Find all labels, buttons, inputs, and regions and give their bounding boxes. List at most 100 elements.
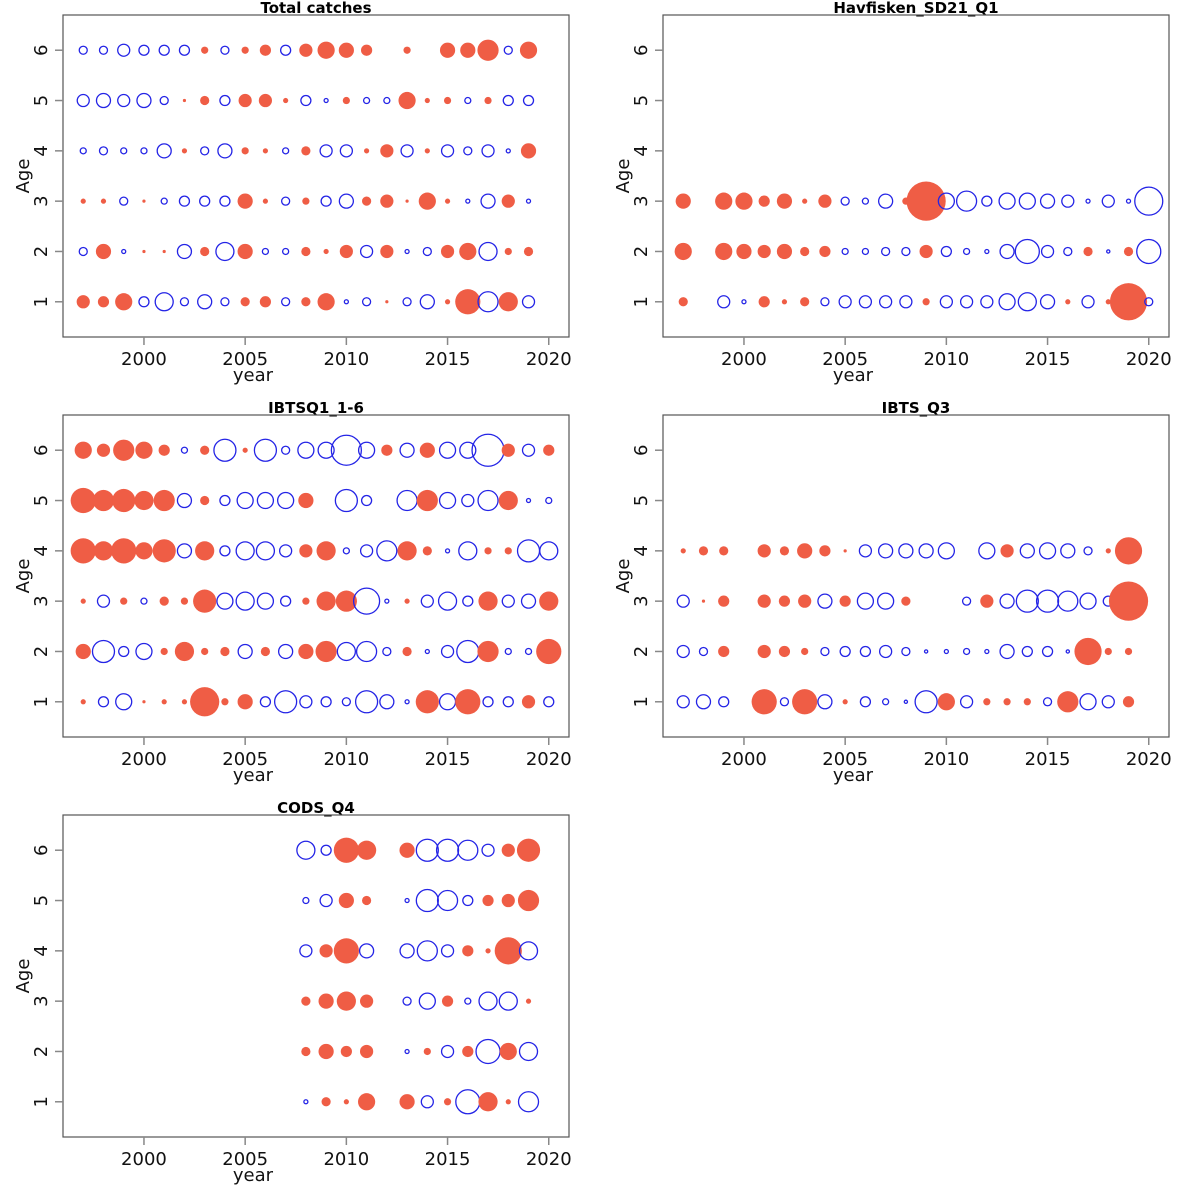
bubble-positive	[718, 645, 730, 658]
bubble-negative	[880, 246, 891, 257]
bubble-negative	[817, 593, 833, 609]
bubble-positive	[162, 249, 166, 254]
bubble-positive	[342, 96, 350, 105]
bubble-negative	[877, 543, 894, 559]
bubble-negative	[420, 594, 434, 608]
bubble-positive	[424, 97, 430, 104]
x-tick-label: 2005	[222, 349, 268, 370]
bubble-positive	[362, 196, 372, 206]
bubble-negative	[475, 1038, 501, 1065]
bubble-negative	[717, 295, 731, 309]
bubble-negative	[343, 299, 350, 305]
bubble-negative	[462, 595, 474, 607]
bubble-positive	[70, 487, 96, 514]
bubble-negative	[898, 543, 914, 559]
bubble-positive	[237, 243, 253, 260]
bubble-positive	[405, 199, 409, 203]
bubble-positive	[418, 192, 436, 210]
bubble-positive	[301, 146, 311, 156]
bubble-negative	[444, 548, 451, 554]
bubble-positive	[460, 42, 476, 58]
bubble-positive	[443, 1098, 452, 1106]
bubble-positive	[698, 546, 709, 556]
bubble-negative	[382, 646, 392, 657]
bubble-negative	[399, 442, 415, 458]
bubble-positive	[419, 442, 435, 458]
bubble-positive	[504, 247, 512, 256]
bubble-negative	[220, 297, 230, 307]
bubble-negative	[319, 144, 333, 158]
bubble-negative	[1134, 186, 1164, 216]
bubble-positive	[399, 842, 415, 858]
bubble-negative	[1014, 238, 1040, 265]
bubble-negative	[923, 649, 929, 654]
x-tick-label: 2020	[1126, 749, 1172, 770]
bubble-negative	[943, 648, 950, 655]
bubble-positive	[112, 488, 136, 513]
bubble-positive	[120, 597, 128, 605]
bubble-negative	[1061, 194, 1075, 208]
x-tick-label: 2005	[822, 349, 868, 370]
bubble-positive	[95, 243, 112, 260]
bubble-positive	[193, 589, 217, 613]
bubble-negative	[437, 591, 458, 611]
bubble-positive	[1123, 246, 1134, 257]
bubble-negative	[820, 297, 830, 307]
bubble-negative	[404, 1048, 410, 1055]
bubble-negative	[881, 698, 890, 706]
bubble-positive	[757, 594, 771, 608]
bubble-positive	[701, 599, 706, 603]
bubble-negative	[676, 695, 690, 709]
bubble-negative	[698, 646, 709, 657]
bubble-negative	[420, 1095, 434, 1109]
bubble-positive	[174, 641, 195, 662]
bubble-positive	[142, 700, 146, 704]
bubble-negative	[1015, 589, 1039, 613]
bubble-negative	[1144, 297, 1154, 307]
bubble-negative	[235, 591, 255, 611]
bubble-negative	[404, 897, 410, 904]
bubble-negative	[741, 299, 747, 305]
bubble-positive	[200, 246, 210, 257]
bubble-negative	[1085, 198, 1091, 204]
bubble-negative	[477, 489, 499, 512]
bubble-positive	[260, 646, 270, 657]
bubble-negative	[79, 147, 87, 155]
bubble-positive	[482, 894, 494, 907]
panel-cods-q4: CODS_Q4 2000 2005 2010 2015 2020 year 1 2 3 4 5 6 Age	[13, 799, 572, 1186]
bubble-negative	[478, 241, 498, 262]
bubble-negative	[199, 195, 211, 207]
bubble-negative	[876, 592, 895, 610]
bubble-positive	[323, 248, 329, 255]
bubble-negative	[817, 694, 833, 710]
bubble-negative	[959, 295, 974, 309]
bubble-negative	[220, 45, 230, 55]
bubble-positive	[422, 546, 432, 556]
bubble-positive	[301, 246, 311, 257]
bubble-negative	[319, 893, 333, 908]
bubble-negative	[482, 696, 494, 708]
bubble-negative	[456, 639, 480, 664]
bubble-positive	[498, 490, 518, 511]
y-tick-label: 6	[631, 444, 652, 455]
bubble-positive	[906, 181, 946, 221]
bubble-negative	[120, 147, 128, 155]
bubble-negative	[297, 441, 315, 459]
panel-ibts-q3: IBTS_Q3 2000 2005 2010 2015 2020 year 1 2 3 4 5 6 Age	[613, 399, 1172, 786]
bubble-positive	[757, 244, 771, 259]
x-tick-label: 2005	[822, 749, 868, 770]
bubble-negative	[779, 697, 790, 707]
bubble-positive	[220, 646, 230, 657]
bubble-negative	[858, 295, 873, 309]
bubble-positive	[242, 447, 248, 453]
bubble-negative	[481, 144, 495, 158]
bubble-positive	[339, 244, 353, 259]
bubble-negative	[937, 192, 956, 210]
bubble-negative	[376, 540, 398, 562]
bubble-positive	[74, 441, 92, 459]
bubble-negative	[440, 944, 455, 958]
bubble-positive	[301, 1046, 311, 1057]
bubble-negative	[136, 92, 152, 109]
bubble-positive	[180, 597, 189, 605]
bubble-positive	[80, 198, 86, 204]
